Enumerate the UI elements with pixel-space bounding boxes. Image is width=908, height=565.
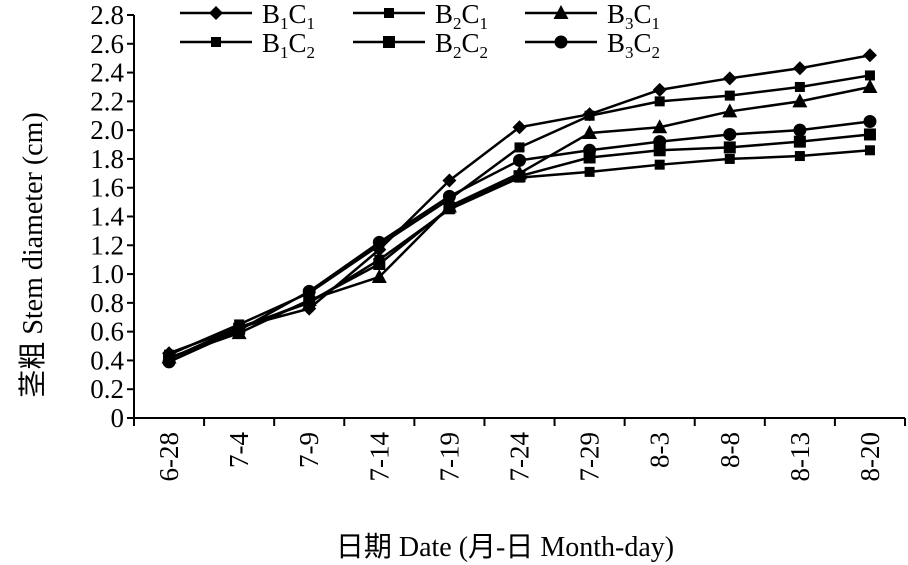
y-tick-label: 1.6 <box>90 173 124 203</box>
data-point <box>862 48 877 63</box>
series-line <box>168 74 871 356</box>
y-axis-title: 茎粗 Stem diameter (cm) <box>17 112 49 397</box>
x-tick-label: 8-20 <box>855 432 885 482</box>
x-tick-label: 7-14 <box>364 432 394 482</box>
data-point <box>863 115 877 129</box>
data-point <box>512 120 527 135</box>
x-tick-label: 7-29 <box>575 432 605 482</box>
data-point <box>232 323 246 337</box>
data-point <box>723 127 737 141</box>
legend: B1C1 B2C1 B3C1 B1C2 B2C2 B3C2 <box>180 0 660 62</box>
data-point <box>513 153 526 167</box>
data-point <box>442 189 456 203</box>
legend-marker <box>554 35 568 49</box>
data-point <box>584 110 595 121</box>
legend-label: B3C2 <box>607 28 660 62</box>
x-tick-label: 7-24 <box>505 432 535 482</box>
data-point <box>724 90 735 101</box>
legend-marker <box>553 5 569 19</box>
data-point <box>582 125 598 140</box>
legend-entry-B1C1: B1C1 <box>180 0 315 33</box>
data-point <box>514 142 525 153</box>
legend-entry-B3C1: B3C1 <box>525 0 660 33</box>
data-point <box>303 295 316 308</box>
x-tick-label: 6-28 <box>154 432 184 482</box>
data-point <box>443 201 456 214</box>
data-point <box>373 257 386 270</box>
data-point <box>793 135 806 148</box>
legend-marker <box>211 37 221 47</box>
data-point <box>513 170 526 183</box>
x-tick-label: 7-19 <box>434 432 464 482</box>
legend-entry-B1C2: B1C2 <box>180 28 315 62</box>
x-tick-label: 8-3 <box>645 432 675 468</box>
y-tick-label: 2.2 <box>90 86 124 116</box>
legend-marker <box>383 36 395 48</box>
series-layer <box>161 48 878 369</box>
data-point <box>653 135 667 149</box>
y-tick-label: 2.8 <box>90 0 124 30</box>
y-tick-label: 1.8 <box>90 144 124 174</box>
x-tick-label: 7-9 <box>294 432 324 468</box>
x-tick-label: 8-13 <box>785 432 815 482</box>
x-ticks: 6-28 7-4 7-9 7-14 7-19 7-24 7-29 8-3 8-8 8-13 8-20 <box>133 418 906 482</box>
y-tick-label: 2.4 <box>90 58 124 88</box>
data-point <box>442 173 457 188</box>
axes <box>133 15 905 419</box>
legend-entry-B2C2: B2C2 <box>353 28 488 62</box>
y-tick-label: 0.2 <box>90 374 124 404</box>
y-tick-label: 1.4 <box>90 202 124 232</box>
data-point <box>724 153 735 164</box>
data-point <box>652 119 668 134</box>
data-point <box>583 143 597 157</box>
y-tick-label: 0.4 <box>90 345 124 375</box>
data-point <box>863 128 876 141</box>
y-tick-label: 2.0 <box>90 115 124 145</box>
data-point <box>793 123 807 137</box>
data-point <box>652 82 667 97</box>
y-tick-label: 1.0 <box>90 259 124 289</box>
x-axis-title: 日期 Date (月-日 Month-day) <box>336 532 674 563</box>
legend-marker <box>384 8 394 18</box>
y-tick-label: 0.8 <box>90 288 124 318</box>
data-point <box>864 145 875 156</box>
y-tick-label: 0 <box>111 403 125 433</box>
series-B3C2 <box>162 115 877 369</box>
y-tick-label: 1.2 <box>90 230 124 260</box>
legend-label: B1C2 <box>262 28 315 62</box>
data-point <box>302 284 316 298</box>
data-point <box>794 151 805 162</box>
data-point <box>794 81 805 92</box>
x-tick-label: 7-4 <box>224 432 254 468</box>
legend-entry-B3C2: B3C2 <box>525 28 660 62</box>
y-tick-label: 0.6 <box>90 317 124 347</box>
legend-marker <box>209 6 223 20</box>
data-point <box>792 93 808 108</box>
data-point <box>864 70 875 81</box>
data-point <box>371 268 387 283</box>
legend-label: B2C2 <box>435 28 488 62</box>
x-tick-label: 8-8 <box>715 432 745 468</box>
data-point <box>862 78 878 93</box>
data-point <box>584 166 595 177</box>
data-point <box>654 96 665 107</box>
data-point <box>372 235 386 249</box>
data-point <box>723 141 736 154</box>
y-tick-label: 2.6 <box>90 29 124 59</box>
data-point <box>792 61 807 76</box>
y-ticks: 00.20.40.60.81.01.21.41.61.82.02.22.42.6… <box>90 0 134 433</box>
legend-label: B3C1 <box>607 0 660 33</box>
legend-label: B1C1 <box>262 0 315 33</box>
data-point <box>722 71 737 86</box>
data-point <box>654 159 665 170</box>
data-point <box>162 355 176 369</box>
legend-label: B2C1 <box>435 0 488 33</box>
data-point <box>722 103 738 118</box>
legend-entry-B2C1: B2C1 <box>353 0 488 33</box>
